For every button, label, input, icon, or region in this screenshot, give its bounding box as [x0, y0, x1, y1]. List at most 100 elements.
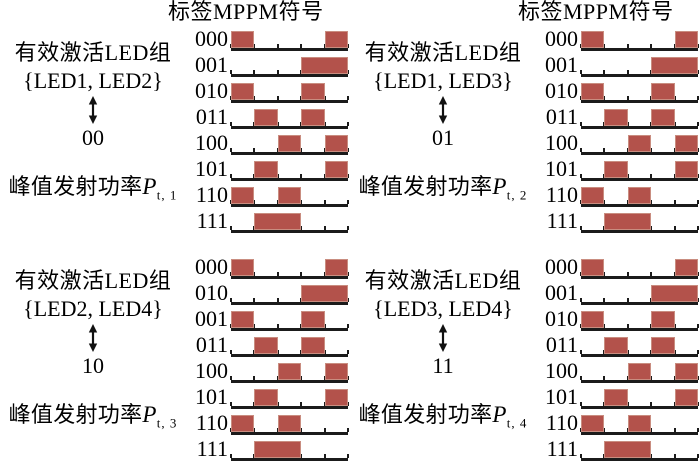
mppm-symbol-row: 000: [536, 25, 700, 51]
symbol-bits-label: 111: [546, 208, 578, 233]
mppm-pulse: [651, 337, 675, 354]
mppm-waveform: [580, 307, 699, 331]
waveform-baseline: [581, 48, 698, 51]
slot-tick: [276, 324, 279, 328]
mppm-waveform: [230, 209, 349, 233]
mppm-pulse: [277, 135, 302, 152]
slot-tick: [673, 226, 676, 230]
waveform-baseline: [231, 380, 348, 383]
group-code: 00: [82, 125, 104, 150]
power-symbol: P: [492, 174, 507, 199]
power-subscript: t, 2: [506, 187, 528, 203]
slot-tick: [300, 454, 303, 458]
mppm-pulse: [254, 337, 278, 354]
slot-tick: [347, 350, 349, 354]
slot-tick: [650, 402, 653, 406]
symbol-bits-label: 110: [195, 410, 228, 435]
peak-power-label: 峰值发射功率Pt, 2: [359, 173, 528, 209]
mppm-waveform: [580, 105, 699, 129]
symbol-bits-label: 110: [545, 182, 578, 207]
slot-tick: [347, 70, 349, 74]
symbol-bits-label: 011: [545, 332, 578, 357]
slot-tick: [253, 428, 256, 432]
slot-tick: [347, 428, 349, 432]
mppm-waveform: [580, 411, 699, 435]
symbol-bits-label: 101: [195, 384, 228, 409]
slot-tick: [347, 298, 349, 302]
mppm-symbol-row: 000: [186, 253, 350, 279]
group-code: 11: [432, 353, 454, 378]
waveform-baseline: [231, 204, 348, 207]
slot-tick: [300, 226, 303, 230]
slot-tick: [626, 122, 629, 126]
mppm-pulse: [604, 213, 652, 230]
symbol-rows: 000 001 010 011 100 101 110 111: [536, 25, 700, 233]
mppm-pulse: [674, 389, 698, 406]
slot-tick: [276, 402, 279, 406]
slot-tick: [347, 272, 349, 276]
mppm-symbol-row: 000: [186, 25, 350, 51]
quadrant-top-right: 有效激活LED组 {LED1, LED3} 01 峰值发射功率Pt, 2 000…: [350, 25, 700, 233]
mppm-pulse: [581, 311, 605, 328]
slot-tick: [603, 96, 606, 100]
mppm-pulse: [604, 109, 628, 126]
updown-arrow-icon: [88, 324, 98, 352]
slot-tick: [580, 226, 582, 230]
slot-tick: [673, 454, 676, 458]
slot-tick: [603, 324, 606, 328]
mppm-waveform: [580, 255, 699, 279]
waveform-baseline: [231, 432, 348, 435]
power-symbol: P: [492, 402, 507, 427]
slot-tick: [253, 272, 256, 276]
waveform-baseline: [581, 178, 698, 181]
peak-power-prefix: 峰值发射功率: [8, 402, 143, 427]
mppm-pulse: [581, 415, 605, 432]
peak-power-label: 峰值发射功率Pt, 4: [359, 401, 528, 437]
waveform-baseline: [231, 178, 348, 181]
waveform-baseline: [581, 230, 698, 233]
mppm-waveform: [230, 307, 349, 331]
mppm-symbol-row: 110: [536, 181, 700, 207]
slot-tick: [230, 376, 232, 380]
symbol-rows: 000 001 010 011 100 101 110 111: [186, 25, 350, 233]
slot-tick: [276, 122, 279, 126]
waveform-baseline: [581, 276, 698, 279]
mppm-symbol-row: 111: [186, 207, 350, 233]
quadrant-top-left: 有效激活LED组 {LED1, LED2} 00 峰值发射功率Pt, 1 000…: [0, 25, 350, 233]
mppm-pulse: [301, 83, 325, 100]
mppm-pulse: [324, 31, 348, 48]
slot-tick: [650, 174, 653, 178]
quadrant-info: 有效激活LED组 {LED3, LED4} 11 峰值发射功率Pt, 4: [350, 253, 536, 461]
slot-tick: [230, 454, 232, 458]
waveform-baseline: [231, 126, 348, 129]
symbol-bits-label: 101: [545, 384, 578, 409]
waveform-baseline: [581, 432, 698, 435]
mppm-pulse: [651, 311, 675, 328]
waveform-baseline: [581, 406, 698, 409]
symbol-rows: 000 001 010 011 100 101 110 111: [536, 253, 700, 461]
mppm-symbol-row: 101: [536, 383, 700, 409]
slot-tick: [347, 148, 349, 152]
quadrant-bottom-left: 有效激活LED组 {LED2, LED4} 10 峰值发射功率Pt, 3 000…: [0, 253, 350, 461]
mppm-pulse: [231, 187, 255, 204]
slot-tick: [347, 44, 349, 48]
mppm-pulse: [324, 389, 348, 406]
slot-tick: [697, 96, 699, 100]
peak-power-prefix: 峰值发射功率: [358, 402, 493, 427]
waveform-baseline: [581, 302, 698, 305]
updown-arrow-icon: [438, 324, 448, 352]
mppm-pulse: [277, 187, 302, 204]
slot-tick: [300, 174, 303, 178]
mapping-arrow: [437, 95, 449, 125]
slot-tick: [603, 298, 606, 302]
mppm-pulse: [301, 109, 325, 126]
slot-tick: [697, 376, 699, 380]
symbol-bits-label: 101: [545, 156, 578, 181]
slot-tick: [697, 272, 699, 276]
waveform-baseline: [581, 328, 698, 331]
waveform-baseline: [231, 230, 348, 233]
mppm-symbol-row: 010: [186, 77, 350, 103]
slot-tick: [323, 226, 326, 230]
slot-tick: [276, 96, 279, 100]
